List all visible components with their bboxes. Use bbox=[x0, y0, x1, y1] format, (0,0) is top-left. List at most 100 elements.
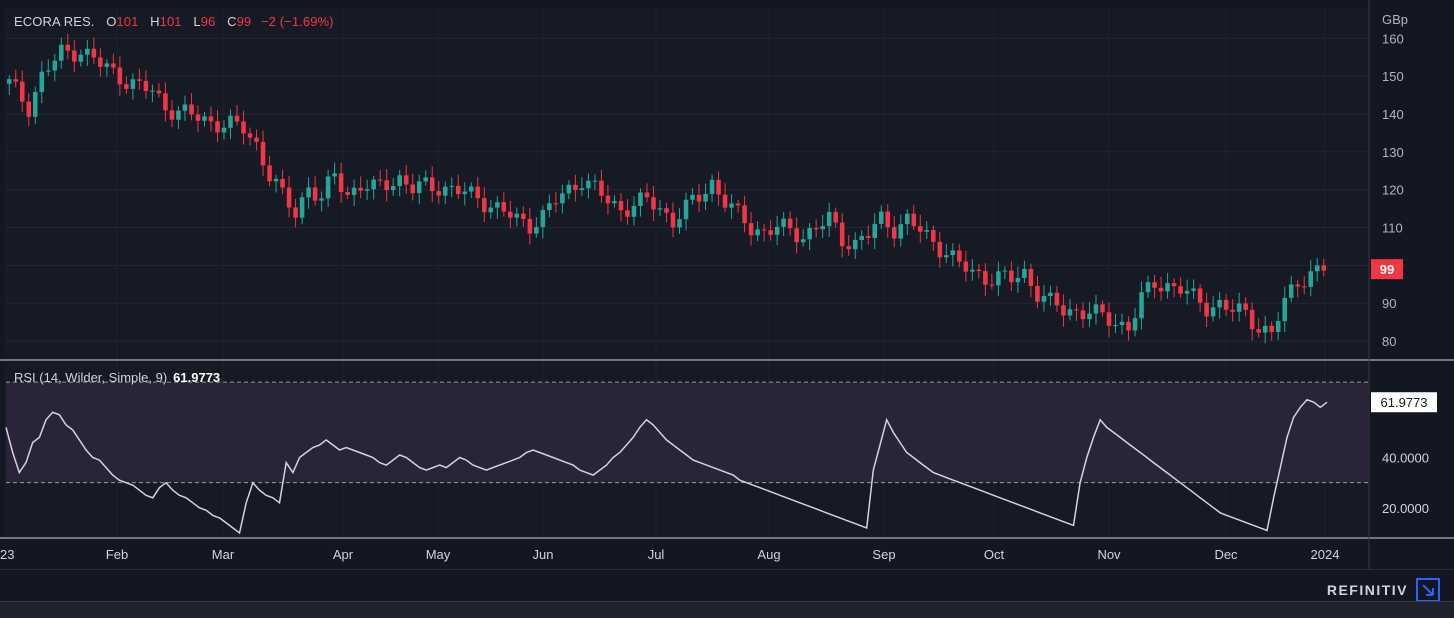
price-tick-label: 130 bbox=[1382, 145, 1404, 160]
rsi-tick-label: 40.0000 bbox=[1382, 451, 1429, 466]
rsi-legend-value: 61.9773 bbox=[173, 370, 221, 385]
candle-body bbox=[1262, 325, 1268, 333]
candle-body bbox=[1321, 265, 1327, 271]
candle-body bbox=[677, 219, 682, 228]
candle-body bbox=[800, 239, 806, 243]
brand-name: REFINITIV bbox=[1326, 582, 1408, 598]
candle-body bbox=[592, 180, 598, 182]
legend-close-value: 99 bbox=[236, 14, 252, 29]
candle-body bbox=[429, 177, 435, 192]
candle-body bbox=[150, 90, 155, 92]
candle-body bbox=[521, 213, 526, 219]
candle-body bbox=[755, 229, 760, 236]
candle-body bbox=[963, 261, 969, 272]
candle-body bbox=[1236, 303, 1242, 312]
candle-body bbox=[722, 194, 728, 208]
candle-body bbox=[872, 223, 878, 238]
candle-body bbox=[293, 207, 298, 218]
candle-body bbox=[1119, 321, 1125, 326]
price-axis-unit: GBp bbox=[1382, 12, 1408, 27]
candle-body bbox=[859, 236, 864, 240]
candle-body bbox=[996, 271, 1001, 286]
candle-body bbox=[156, 90, 162, 94]
candle-body bbox=[931, 230, 936, 242]
candle-body bbox=[735, 203, 741, 206]
candle-body bbox=[904, 213, 910, 225]
last-price-tag bbox=[1371, 259, 1403, 280]
legend-change: −2 (−1.69%) bbox=[260, 14, 334, 29]
rsi-line bbox=[5, 398, 1328, 535]
candle-body bbox=[644, 192, 650, 198]
x-tick-label: Feb bbox=[106, 547, 128, 562]
candle-body bbox=[189, 104, 194, 115]
candle-body bbox=[65, 44, 71, 51]
x-tick-label: Nov bbox=[1097, 547, 1121, 562]
candle-body bbox=[169, 110, 175, 120]
candle-body bbox=[826, 211, 832, 227]
candle-body bbox=[260, 141, 266, 166]
candle-body bbox=[527, 218, 533, 234]
candle-body bbox=[377, 179, 383, 181]
candle-body bbox=[403, 175, 409, 185]
candle-body bbox=[1002, 270, 1008, 272]
candle-body bbox=[72, 50, 77, 62]
candle-body bbox=[1301, 286, 1307, 288]
candle-body bbox=[1243, 303, 1248, 310]
candle-body bbox=[111, 63, 116, 68]
candle-body bbox=[820, 226, 825, 230]
price-tick-label: 90 bbox=[1382, 296, 1396, 311]
candle-body bbox=[1210, 307, 1216, 317]
price-pane bbox=[6, 8, 1368, 360]
candle-body bbox=[1165, 283, 1170, 292]
candle-body bbox=[117, 67, 123, 85]
rsi-value-label: 61.9773 bbox=[1381, 395, 1428, 410]
candle-body bbox=[59, 44, 64, 61]
candle-body bbox=[579, 188, 585, 191]
refinitiv-logo-icon bbox=[1416, 578, 1440, 602]
candle-body bbox=[1015, 277, 1021, 283]
candle-body bbox=[852, 239, 858, 250]
candle-body bbox=[202, 116, 207, 121]
candle-body bbox=[1067, 309, 1073, 316]
candle-body bbox=[1184, 290, 1190, 294]
candle-body bbox=[950, 250, 956, 256]
candle-body bbox=[716, 179, 721, 195]
price-tick-label: 120 bbox=[1382, 183, 1404, 198]
candle-body bbox=[638, 192, 643, 206]
candle-body bbox=[813, 227, 819, 230]
candle-body bbox=[1204, 302, 1209, 317]
candle-body bbox=[351, 187, 357, 195]
rsi-value-tag bbox=[1371, 392, 1437, 413]
candle-body bbox=[839, 222, 845, 247]
legend-high-label: H bbox=[150, 14, 160, 29]
candle-body bbox=[664, 208, 669, 213]
price-tick-label: 110 bbox=[1382, 221, 1403, 236]
candle-body bbox=[163, 93, 168, 111]
candle-body bbox=[885, 211, 891, 228]
candle-body bbox=[91, 48, 97, 58]
candle-body bbox=[52, 60, 58, 71]
candle-body bbox=[612, 200, 617, 204]
legend-low-label: L bbox=[193, 14, 201, 29]
candle-body bbox=[1152, 282, 1157, 288]
candle-body bbox=[787, 218, 793, 229]
candle-body bbox=[709, 179, 715, 194]
candle-body bbox=[221, 127, 227, 133]
candle-body bbox=[475, 186, 481, 199]
candle-body bbox=[423, 177, 429, 182]
ohlc-legend: ECORA RES. O101 H101 L96 C99 −2 (−1.69%) bbox=[14, 14, 334, 29]
candle-body bbox=[286, 187, 292, 208]
candle-body bbox=[878, 211, 884, 224]
candle-body bbox=[566, 184, 572, 194]
candle-body bbox=[338, 173, 344, 193]
candle-body bbox=[1061, 305, 1066, 316]
candle-body bbox=[918, 226, 923, 232]
candle-body bbox=[944, 255, 949, 258]
candle-body bbox=[254, 137, 259, 142]
candle-body bbox=[195, 114, 201, 121]
legend-high-value: 101 bbox=[159, 14, 182, 29]
candle-body bbox=[1093, 304, 1099, 314]
candle-body bbox=[384, 180, 389, 191]
legend-open-label: O bbox=[106, 14, 117, 29]
candle-body bbox=[690, 194, 695, 200]
